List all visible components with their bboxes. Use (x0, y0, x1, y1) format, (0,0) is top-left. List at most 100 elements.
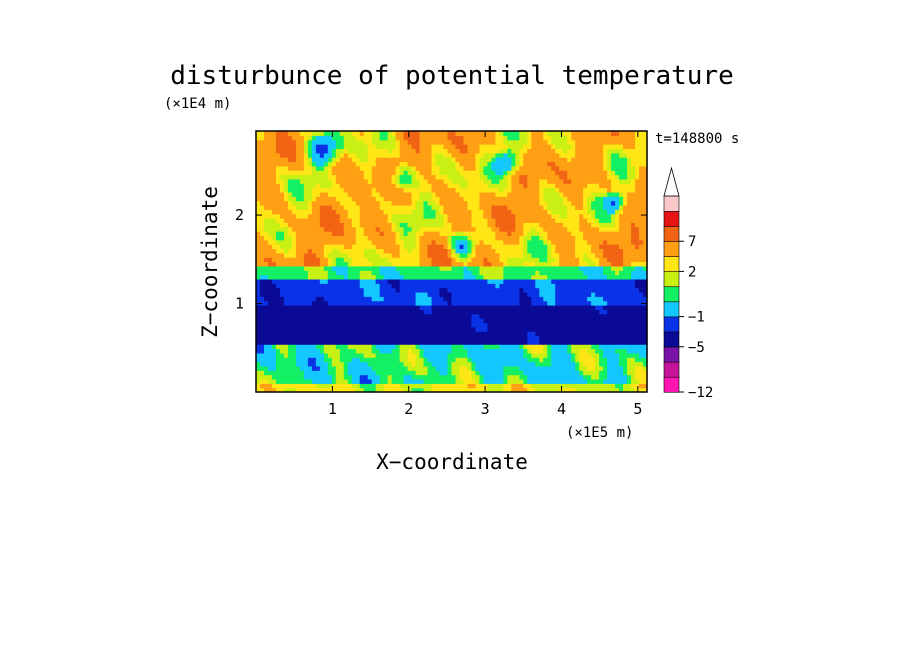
contour-cell (587, 352, 592, 358)
contour-cell (283, 339, 289, 345)
contour-cell (379, 235, 385, 241)
contour-cell (311, 313, 317, 319)
contour-cell (395, 352, 401, 358)
contour-cell (603, 248, 608, 254)
contour-cell (275, 187, 281, 193)
contour-cell (443, 170, 449, 176)
contour-cell (315, 309, 321, 315)
contour-cell (435, 244, 441, 250)
contour-cell (323, 313, 329, 319)
contour-cell (499, 170, 504, 176)
contour-cell (531, 326, 536, 332)
contour-cell (591, 335, 596, 341)
contour-cell (391, 361, 397, 367)
contour-cell (639, 174, 644, 180)
contour-cell (371, 357, 377, 363)
contour-cell (519, 291, 524, 297)
contour-cell (319, 252, 325, 258)
contour-cell (567, 300, 572, 306)
contour-cell (511, 374, 516, 380)
contour-cell (263, 296, 269, 302)
contour-cell (339, 383, 345, 389)
contour-cell (347, 213, 353, 219)
contour-cell (303, 309, 309, 315)
contour-cell (403, 248, 409, 254)
contour-cell (391, 287, 397, 293)
contour-cell (531, 383, 536, 389)
contour-cell (551, 309, 556, 315)
contour-cell (595, 383, 600, 389)
contour-cell (327, 187, 333, 193)
contour-cell (471, 252, 477, 258)
contour-cell (335, 235, 341, 241)
contour-cell (303, 344, 309, 350)
contour-cell (335, 331, 341, 337)
contour-cell (567, 235, 572, 241)
contour-cell (259, 200, 265, 206)
contour-cell (467, 265, 473, 271)
contour-cell (455, 335, 461, 341)
contour-cell (547, 344, 552, 350)
contour-cell (331, 174, 337, 180)
contour-cell (595, 300, 600, 306)
contour-cell (443, 274, 449, 280)
contour-cell (599, 170, 604, 176)
contour-cell (439, 257, 445, 263)
contour-cell (411, 383, 417, 389)
contour-cell (623, 274, 628, 280)
contour-cell (487, 357, 492, 363)
contour-cell (555, 265, 560, 271)
contour-cell (579, 174, 584, 180)
contour-cell (543, 196, 548, 202)
contour-cell (399, 278, 405, 284)
contour-cell (467, 252, 473, 258)
contour-cell (459, 204, 465, 210)
contour-cell (519, 361, 524, 367)
contour-cell (411, 274, 417, 280)
contour-cell (279, 174, 285, 180)
contour-cell (359, 235, 365, 241)
contour-cell (283, 178, 289, 184)
contour-cell (619, 252, 624, 258)
contour-cell (447, 283, 453, 289)
contour-cell (375, 370, 381, 376)
contour-cell (559, 183, 564, 189)
contour-cell (379, 352, 385, 358)
contour-cell (315, 344, 321, 350)
contour-cell (575, 352, 580, 358)
contour-cell (339, 200, 345, 206)
contour-cell (559, 348, 564, 354)
contour-cell (339, 274, 345, 280)
contour-cell (631, 383, 636, 389)
contour-cell (471, 357, 477, 363)
contour-cell (519, 305, 524, 310)
contour-cell (427, 257, 433, 263)
contour-cell (527, 204, 532, 210)
contour-cell (287, 178, 293, 184)
contour-cell (275, 218, 281, 223)
contour-cell (339, 322, 345, 328)
contour-cell (427, 348, 433, 354)
contour-cell (439, 296, 445, 302)
contour-cell (495, 278, 500, 284)
contour-cell (387, 170, 393, 176)
contour-cell (355, 309, 361, 315)
contour-cell (567, 348, 572, 354)
contour-cell (519, 218, 524, 223)
contour-cell (323, 178, 329, 184)
contour-cell (499, 309, 504, 315)
contour-cell (323, 231, 329, 236)
contour-cell (267, 331, 273, 337)
contour-cell (443, 261, 449, 267)
contour-cell (495, 339, 500, 345)
contour-cell (403, 218, 409, 223)
contour-cell (283, 218, 289, 223)
contour-cell (451, 291, 457, 297)
contour-cell (263, 370, 269, 376)
contour-cell (427, 383, 433, 389)
contour-cell (275, 370, 281, 376)
contour-cell (351, 239, 357, 245)
contour-cell (491, 365, 496, 371)
contour-cell (315, 178, 321, 184)
contour-cell (459, 313, 465, 319)
